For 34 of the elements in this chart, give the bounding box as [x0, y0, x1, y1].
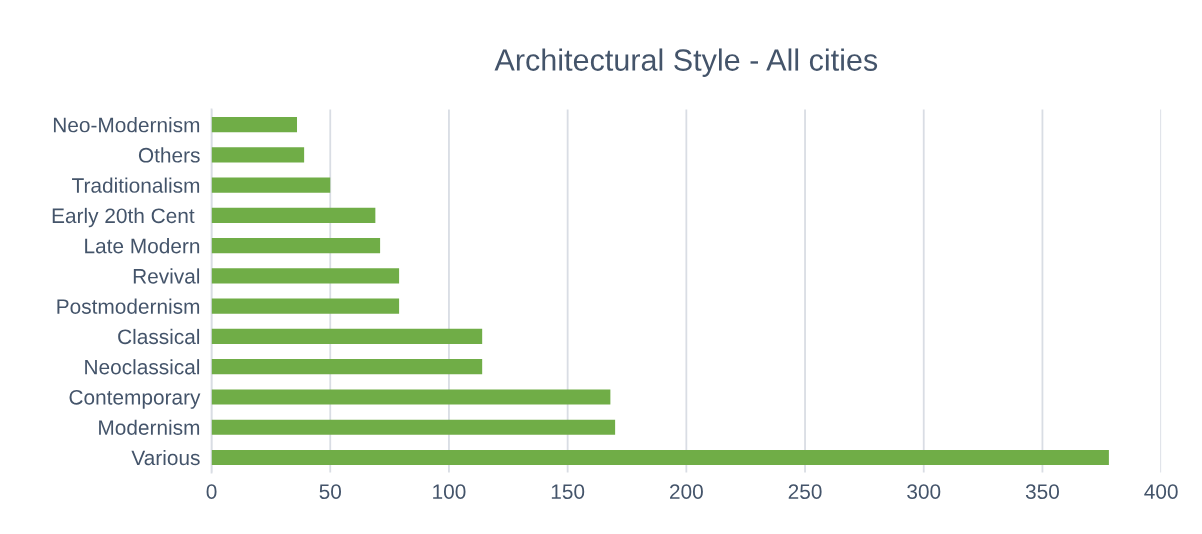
bar	[211, 389, 611, 405]
y-tick-label: Classical	[118, 328, 200, 345]
bar	[211, 238, 381, 254]
x-tick-label: 250	[788, 484, 822, 499]
bar	[211, 207, 376, 223]
bar	[211, 268, 400, 284]
y-tick-label: Modernism	[99, 419, 200, 435]
y-tick-label: Revival	[133, 268, 200, 284]
x-tick-label: 350	[1025, 484, 1059, 499]
y-tick-label: Late Modern	[85, 238, 200, 254]
bar	[211, 117, 298, 133]
y-tick-label: Contemporary	[69, 389, 201, 409]
y-tick-label: Traditionalism	[72, 177, 200, 193]
chart-title: Architectural Style - All cities	[494, 48, 878, 77]
bar	[211, 177, 331, 193]
x-tick-label: 150	[551, 484, 585, 499]
bar	[211, 419, 616, 435]
x-tick-label: 400	[1144, 484, 1178, 499]
bar	[211, 359, 483, 375]
y-tick-label: Early 20th Cent	[52, 207, 195, 228]
x-tick-label: 100	[433, 484, 466, 499]
x-tick-label: 0	[206, 484, 217, 499]
y-tick-label: Neoclassical	[85, 359, 200, 375]
bar	[211, 328, 483, 344]
bar	[211, 449, 1109, 466]
y-tick-label: Neo-Modernism	[53, 117, 200, 133]
y-tick-label: Others	[138, 147, 200, 163]
y-tick-label: Various	[131, 449, 200, 466]
bar	[211, 298, 400, 314]
y-tick-label: Postmodernism	[57, 298, 200, 314]
bar	[211, 147, 305, 163]
x-tick-label: 50	[319, 484, 342, 499]
x-tick-label: 200	[670, 484, 703, 499]
x-tick-label: 300	[907, 484, 941, 499]
